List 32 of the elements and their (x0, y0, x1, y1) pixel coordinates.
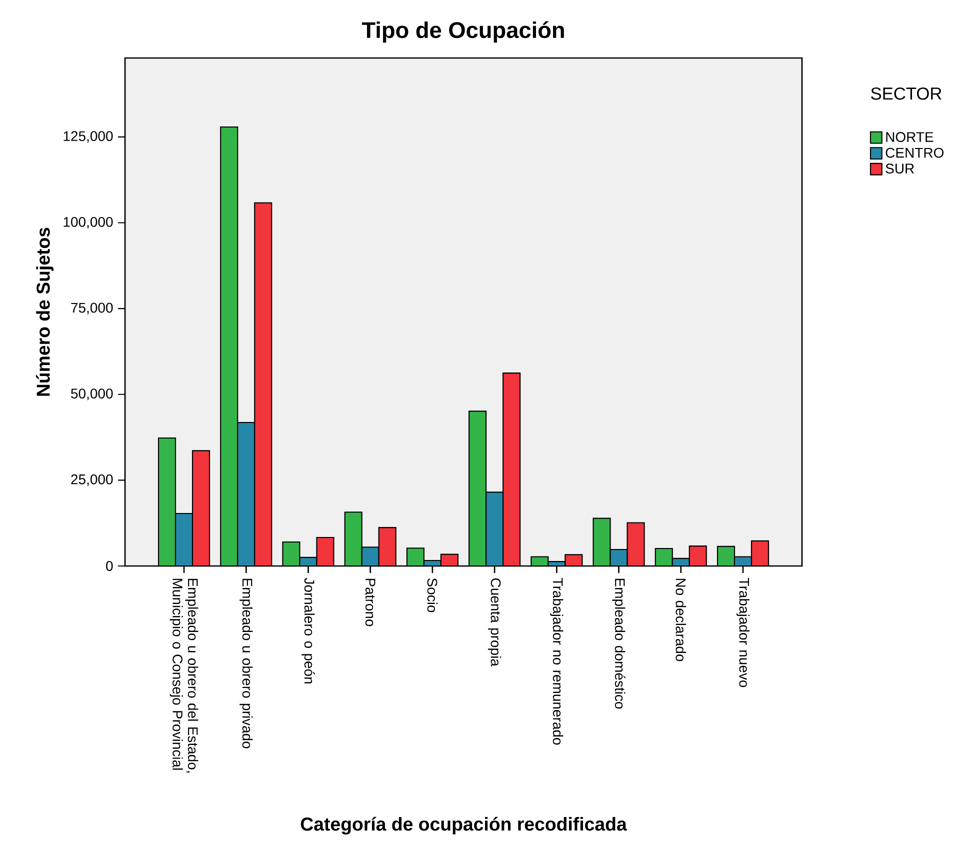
y-tick-label: 25,000 (71, 474, 113, 486)
x-tick-label: Empleado u obrero del Estado, Municipio o Consejo Provincial (170, 578, 198, 773)
x-tick-label: Trabajador nuevo (736, 578, 750, 688)
x-tick-label: Trabajador no remunerado (550, 578, 564, 745)
x-tick-label: Jornalero o peón (302, 578, 315, 684)
bar (344, 512, 362, 566)
bar (406, 548, 424, 566)
legend-label: NORTE (886, 132, 934, 142)
bar (468, 410, 487, 566)
legend-title: SECTOR (871, 87, 942, 100)
bar (174, 512, 194, 566)
y-tick-label: 75,000 (71, 302, 113, 314)
x-axis-title: Categoría de ocupación recodificada (300, 816, 627, 835)
y-tick-label: 0 (106, 561, 113, 571)
y-tick-label: 100,000 (64, 216, 113, 229)
legend-label: CENTRO (886, 148, 944, 158)
x-tick-label: Empleado u obrero privado (240, 578, 253, 748)
bar (486, 492, 504, 566)
x-tick-label: No declarado (676, 578, 686, 662)
legend-label: SUR (886, 164, 914, 174)
y-tick-label: 50,000 (71, 388, 113, 400)
chart-title: Tipo de Ocupación (362, 21, 564, 43)
x-tick-label: Empleado doméstico (612, 578, 626, 709)
x-tick-label: Patrono (365, 578, 376, 626)
x-tick-label: Socio (427, 578, 438, 612)
y-axis-title: Número de Sujetos (36, 228, 54, 396)
bar (158, 437, 176, 566)
bar (361, 546, 380, 566)
y-tick-label: 125,000 (64, 131, 113, 143)
bar (220, 126, 238, 566)
bar (237, 422, 256, 566)
x-tick-label: Cuenta propia (488, 578, 502, 666)
